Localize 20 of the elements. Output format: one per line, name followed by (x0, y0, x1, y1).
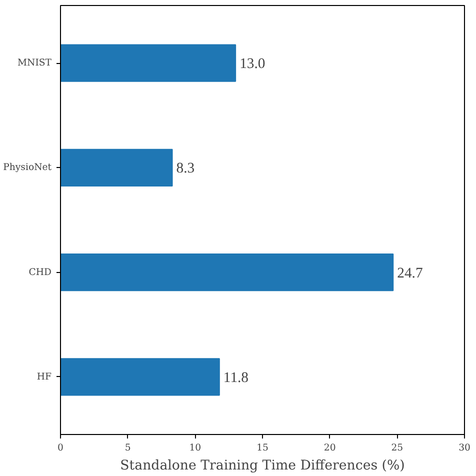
data-label: 8.3 (176, 160, 195, 177)
y-tick-label: MNIST (17, 58, 52, 69)
bar (60, 148, 173, 186)
bar (60, 358, 220, 396)
bar (60, 44, 236, 82)
bar (60, 254, 394, 292)
x-tick-label: 5 (124, 442, 131, 454)
x-tick-label: 25 (391, 442, 404, 454)
x-tick-label: 10 (189, 442, 202, 454)
y-tick-label: CHD (28, 266, 52, 278)
x-tick-label: 0 (58, 442, 64, 454)
x-tick-label: 30 (458, 442, 470, 454)
y-tick-label: HF (36, 371, 52, 382)
x-axis-title: Standalone Training Time Differences (%) (120, 458, 405, 474)
x-tick-label: 20 (324, 442, 336, 454)
x-tick-label: 15 (256, 442, 268, 454)
data-label: 24.7 (397, 265, 423, 282)
y-tick-label: PhysioNet (3, 162, 52, 174)
data-label: 11.8 (223, 370, 249, 386)
data-label: 13.0 (240, 56, 266, 72)
